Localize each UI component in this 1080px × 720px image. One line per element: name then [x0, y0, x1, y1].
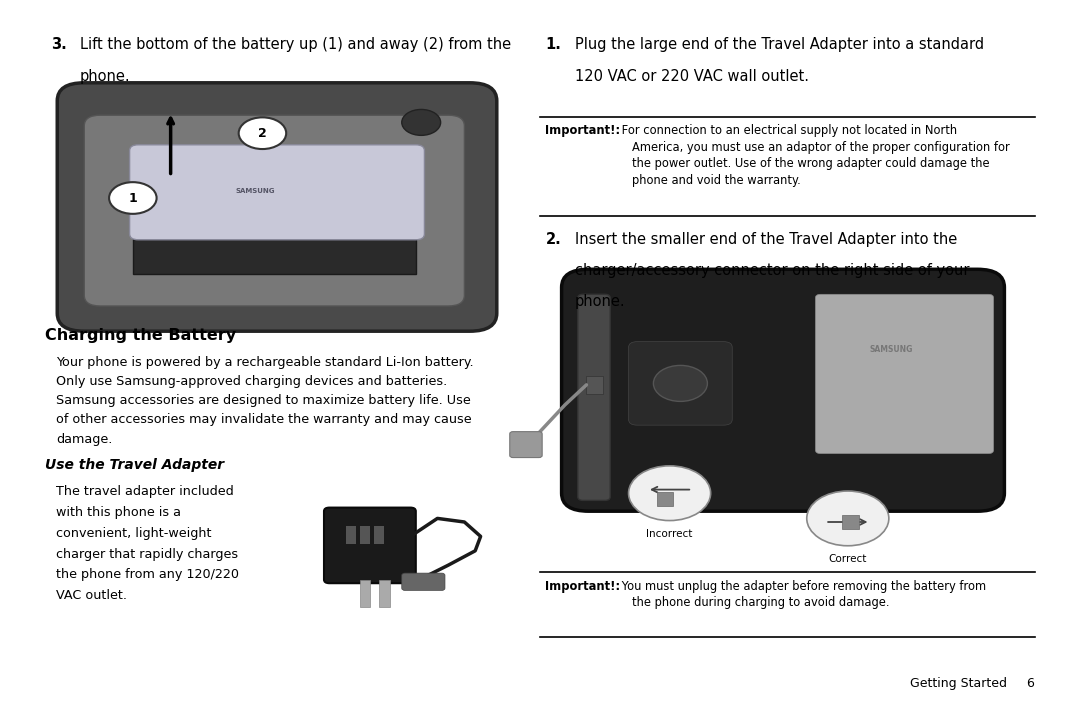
Text: Use the Travel Adapter: Use the Travel Adapter	[45, 458, 225, 472]
Circle shape	[109, 182, 157, 214]
Bar	[360, 526, 370, 544]
Text: damage.: damage.	[56, 433, 112, 446]
Bar	[657, 492, 673, 506]
Text: America, you must use an adaptor of the proper configuration for: America, you must use an adaptor of the …	[632, 140, 1010, 153]
Text: Incorrect: Incorrect	[647, 529, 692, 539]
Text: the power outlet. Use of the wrong adapter could damage the: the power outlet. Use of the wrong adapt…	[632, 158, 989, 171]
Text: 120 VAC or 220 VAC wall outlet.: 120 VAC or 220 VAC wall outlet.	[575, 68, 809, 84]
FancyBboxPatch shape	[324, 508, 416, 583]
Bar	[346, 526, 356, 544]
Text: charger that rapidly charges: charger that rapidly charges	[56, 548, 239, 561]
Circle shape	[239, 117, 286, 149]
FancyBboxPatch shape	[578, 294, 610, 500]
Text: SAMSUNG: SAMSUNG	[869, 345, 913, 354]
Bar	[360, 580, 370, 607]
Bar	[842, 515, 859, 529]
Text: of other accessories may invalidate the warranty and may cause: of other accessories may invalidate the …	[56, 413, 472, 426]
Text: Important!:: Important!:	[545, 580, 621, 593]
Text: You must unplug the adapter before removing the battery from: You must unplug the adapter before remov…	[618, 580, 986, 593]
Circle shape	[629, 466, 711, 521]
Text: with this phone is a: with this phone is a	[56, 506, 181, 519]
Text: 1: 1	[129, 192, 137, 204]
FancyBboxPatch shape	[629, 341, 732, 425]
Circle shape	[653, 365, 707, 401]
FancyBboxPatch shape	[510, 431, 542, 458]
Text: Correct: Correct	[828, 554, 867, 564]
Text: VAC outlet.: VAC outlet.	[56, 590, 127, 603]
Circle shape	[402, 109, 441, 135]
Bar	[374, 526, 384, 544]
Text: 2: 2	[258, 127, 267, 140]
Text: 1.: 1.	[545, 37, 562, 53]
Circle shape	[807, 491, 889, 546]
Text: phone.: phone.	[575, 294, 625, 309]
Text: Insert the smaller end of the Travel Adapter into the: Insert the smaller end of the Travel Ada…	[575, 232, 957, 247]
FancyBboxPatch shape	[130, 145, 424, 240]
Text: charger/accessory connector on the right side of your: charger/accessory connector on the right…	[575, 263, 969, 278]
Text: For connection to an electrical supply not located in North: For connection to an electrical supply n…	[618, 124, 957, 137]
Text: Samsung accessories are designed to maximize battery life. Use: Samsung accessories are designed to maxi…	[56, 394, 471, 407]
Text: Lift the bottom of the battery up (1) and away (2) from the: Lift the bottom of the battery up (1) an…	[80, 37, 511, 53]
FancyBboxPatch shape	[815, 294, 994, 454]
Text: Important!:: Important!:	[545, 124, 621, 137]
Text: Only use Samsung-approved charging devices and batteries.: Only use Samsung-approved charging devic…	[56, 375, 447, 388]
Text: 2.: 2.	[545, 232, 562, 247]
Text: the phone during charging to avoid damage.: the phone during charging to avoid damag…	[632, 596, 889, 609]
FancyBboxPatch shape	[84, 115, 464, 306]
FancyBboxPatch shape	[562, 269, 1004, 511]
Text: convenient, light-weight: convenient, light-weight	[56, 527, 212, 540]
Text: The travel adapter included: The travel adapter included	[56, 485, 234, 498]
Text: Plug the large end of the Travel Adapter into a standard: Plug the large end of the Travel Adapter…	[575, 37, 984, 53]
FancyBboxPatch shape	[57, 83, 497, 331]
Bar	[133, 181, 416, 274]
Text: phone and void the warranty.: phone and void the warranty.	[632, 174, 800, 187]
Text: 3.: 3.	[51, 37, 67, 53]
Text: Charging the Battery: Charging the Battery	[45, 328, 237, 343]
Bar	[379, 580, 390, 607]
Text: Your phone is powered by a rechargeable standard Li-Ion battery.: Your phone is powered by a rechargeable …	[56, 356, 474, 369]
Text: phone.: phone.	[80, 68, 131, 84]
Text: the phone from any 120/220: the phone from any 120/220	[56, 569, 239, 582]
Text: Getting Started     6: Getting Started 6	[909, 677, 1035, 690]
Text: SAMSUNG: SAMSUNG	[235, 188, 275, 194]
FancyBboxPatch shape	[402, 573, 445, 590]
Bar	[586, 376, 603, 395]
